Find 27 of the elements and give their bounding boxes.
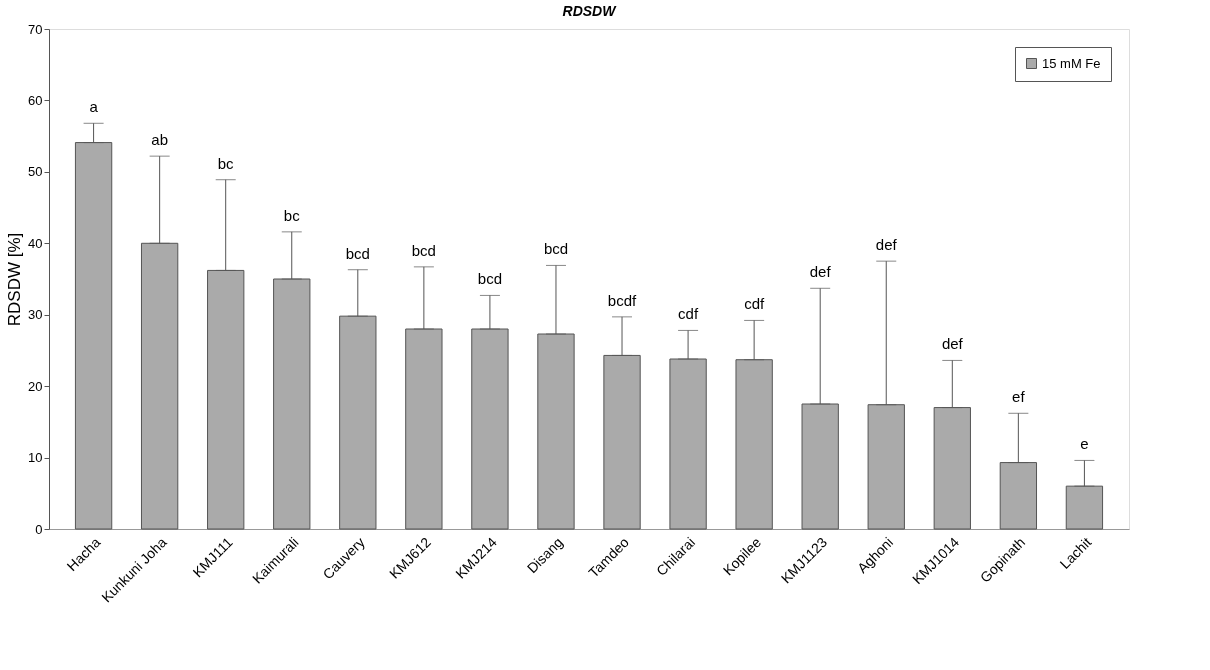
chart-title: RDSDW bbox=[562, 3, 618, 19]
annotation: def bbox=[941, 335, 964, 353]
annotation: def bbox=[809, 263, 832, 281]
y-tick-label: 20 bbox=[28, 378, 43, 394]
legend-label: 15 mM Fe bbox=[1042, 55, 1101, 71]
annotation: def bbox=[875, 236, 898, 254]
annotation: e bbox=[1080, 435, 1089, 453]
y-tick-label: 0 bbox=[35, 521, 43, 537]
y-tick-label: 70 bbox=[28, 21, 43, 37]
annotation: a bbox=[89, 98, 99, 116]
annotation: bcd bbox=[345, 244, 370, 262]
annotation: cdf bbox=[744, 295, 765, 313]
annotation: bcd bbox=[411, 241, 436, 259]
annotation: bc bbox=[217, 154, 235, 172]
annotation: ef bbox=[1012, 388, 1026, 406]
y-tick-label: 50 bbox=[28, 164, 43, 180]
annotation: bc bbox=[283, 206, 301, 224]
annotation: cdf bbox=[678, 305, 699, 323]
y-tick-label: 60 bbox=[28, 92, 43, 108]
y-tick-label: 10 bbox=[28, 450, 43, 466]
annotation: ab bbox=[151, 131, 168, 149]
annotation: bcd bbox=[543, 240, 569, 258]
y-axis-title: RDSDW [%] bbox=[5, 232, 25, 327]
annotation: bcd bbox=[477, 270, 503, 288]
y-tick-label: 40 bbox=[28, 235, 43, 251]
y-tick-label: 30 bbox=[28, 307, 43, 323]
annotation: bcdf bbox=[607, 291, 638, 309]
